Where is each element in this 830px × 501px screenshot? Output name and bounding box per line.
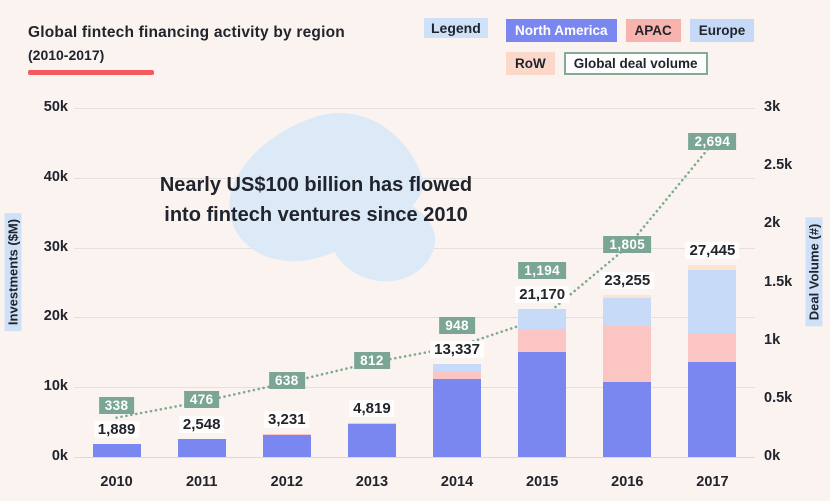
bar-segment-2015-apac [518, 328, 567, 352]
bar-segment-2016-row [603, 294, 652, 298]
gridline-20k [74, 317, 755, 319]
x-axis-label-2011: 2011 [185, 474, 218, 490]
x-axis-label-2016: 2016 [611, 474, 644, 490]
bar-2016 [603, 294, 652, 457]
legend-item-global-deal-volume: Global deal volume [563, 52, 708, 75]
bar-segment-2017-row [688, 265, 737, 271]
x-axis-label-2017: 2017 [696, 474, 729, 490]
deal-volume-badge-2012: 638 [268, 371, 305, 389]
left-axis-tick-10k: 10k [43, 378, 68, 395]
bar-segment-2015-north-america [518, 351, 567, 457]
bar-segment-2011-north-america [177, 439, 226, 457]
gridline-50k [74, 108, 755, 109]
bar-segment-2014-north-america [433, 379, 482, 457]
bar-segment-2012-apac [262, 433, 311, 436]
x-axis-label-2015: 2015 [526, 474, 559, 490]
bar-total-2012: 3,231 [264, 411, 310, 429]
legend-row-2: RoW Global deal volume [506, 52, 708, 75]
legend-item-europe: Europe [689, 19, 755, 42]
bar-2013 [347, 422, 396, 457]
bar-2017 [688, 265, 737, 457]
page-title: Global fintech financing activity by reg… [28, 24, 345, 41]
bar-segment-2013-apac [347, 422, 396, 425]
bar-total-2014: 13,337 [430, 340, 485, 358]
deal-volume-badge-2010: 338 [98, 396, 135, 414]
bar-2015 [518, 309, 567, 457]
right-axis-tick-2.5k: 2.5k [764, 157, 793, 174]
bar-total-2016: 23,255 [600, 271, 655, 289]
deal-volume-badge-2013: 812 [354, 351, 390, 369]
legend-item-row: RoW [506, 52, 555, 75]
bar-total-2017: 27,445 [685, 242, 740, 260]
legend-row-1: North America APAC Europe [506, 19, 755, 42]
x-axis-label-2014: 2014 [440, 474, 474, 490]
title-accent-underline [28, 70, 154, 75]
legend-item-apac: APAC [625, 19, 681, 42]
bar-segment-2012-north-america [262, 435, 311, 457]
right-axis-tick-1k: 1k [764, 331, 781, 348]
left-axis-tick-0k: 0k [51, 448, 68, 464]
bar-2014 [433, 363, 482, 457]
bar-2010 [92, 443, 141, 457]
bar-segment-2016-north-america [603, 381, 652, 457]
deal-volume-badge-2017: 2,694 [688, 132, 737, 150]
gridline-10k [74, 387, 755, 389]
right-axis-tick-1.5k: 1.5k [764, 273, 793, 290]
deal-volume-badge-2015: 1,194 [518, 262, 567, 280]
bar-segment-2016-apac [603, 325, 652, 382]
bar-total-2010: 1,889 [93, 420, 140, 438]
legend-label: Legend [424, 18, 488, 38]
left-axis-tick-20k: 20k [43, 308, 68, 325]
right-axis-tick-0.5k: 0.5k [764, 389, 793, 406]
deal-volume-badge-2014: 948 [439, 316, 475, 334]
annotation-text: Nearly US$100 billion has flowed into fi… [101, 170, 531, 230]
left-axis-tick-30k: 30k [43, 238, 68, 255]
bar-segment-2017-europe [688, 270, 737, 333]
bar-segment-2014-europe [433, 363, 482, 373]
gridline-0k [74, 457, 755, 458]
bar-2012 [262, 433, 311, 457]
left-axis-tick-40k: 40k [43, 168, 68, 185]
x-axis-label-2010: 2010 [100, 474, 133, 490]
right-axis-tick-0k: 0k [764, 448, 781, 464]
annotation-line-2: into fintech ventures since 2010 [164, 204, 468, 226]
bar-segment-2016-europe [603, 297, 652, 326]
bar-segment-2015-europe [518, 309, 567, 329]
bar-segment-2017-north-america [688, 361, 737, 457]
bar-2011 [177, 439, 226, 457]
annotation-line-1: Nearly US$100 billion has flowed [159, 174, 473, 196]
deal-volume-badge-2016: 1,805 [603, 236, 652, 254]
bar-segment-2017-apac [688, 332, 737, 362]
bar-segment-2010-north-america [92, 443, 141, 457]
bar-segment-2014-apac [433, 372, 482, 380]
bar-total-2015: 21,170 [515, 286, 570, 304]
x-axis-label-2012: 2012 [270, 474, 303, 490]
right-axis-tick-2k: 2k [764, 215, 781, 232]
deal-volume-badge-2011: 476 [183, 390, 220, 408]
page-subtitle: (2010-2017) [28, 47, 105, 63]
bar-segment-2013-north-america [347, 424, 396, 457]
right-axis-tick-3k: 3k [764, 99, 781, 115]
bar-total-2013: 4,819 [349, 400, 395, 418]
legend-item-north-america: North America [506, 19, 617, 42]
x-axis-label-2013: 2013 [355, 474, 389, 490]
left-axis-tick-50k: 50k [43, 99, 68, 115]
bar-total-2011: 2,548 [178, 416, 225, 434]
